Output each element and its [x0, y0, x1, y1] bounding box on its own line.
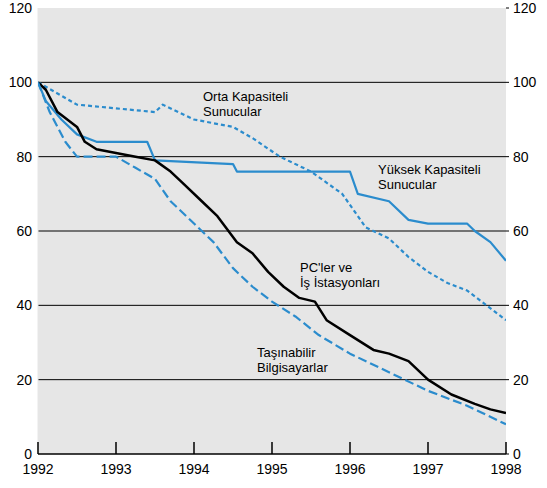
chart: 0 20 40 60 80 100 120 0 20 40 60 80 100 120 1992 1993 19… — [0, 0, 547, 488]
series-label-line: Sunucular — [378, 177, 437, 192]
y2-tick-label: 20 — [513, 372, 529, 388]
y-tick-label: 20 — [16, 372, 32, 388]
x-tick-label: 1994 — [178, 461, 209, 477]
x-tick — [505, 442, 507, 454]
series-line — [38, 82, 506, 260]
y-tick-label: 80 — [16, 149, 32, 165]
y-tick-label: 100 — [9, 74, 33, 90]
y-tick-label: 60 — [16, 223, 32, 239]
series-label-line: İş İstasyonları — [300, 275, 380, 290]
grid-line — [38, 231, 506, 232]
y-tick-label: 120 — [9, 0, 33, 16]
x-tick — [349, 442, 351, 454]
x-tick — [115, 442, 117, 454]
y2-tick — [506, 82, 509, 83]
series-label-line: Yüksek Kapasiteli — [378, 162, 481, 177]
x-tick-label: 1996 — [334, 461, 365, 477]
plot-background — [38, 8, 506, 454]
y2-tick — [506, 8, 509, 9]
x-tick — [271, 442, 273, 454]
y2-tick — [506, 379, 509, 380]
x-tick-label: 1993 — [100, 461, 131, 477]
series-line — [38, 82, 506, 413]
series-label-line: Sunucular — [203, 104, 262, 119]
grid-line — [38, 82, 506, 83]
grid-line — [38, 156, 506, 157]
series-group — [38, 82, 506, 424]
series-label: Yüksek KapasiteliSunucular — [378, 162, 481, 192]
series-label: TaşınabilirBilgisayarlar — [257, 345, 328, 375]
y2-tick-label: 80 — [513, 149, 529, 165]
series-label-line: Taşınabilir — [257, 345, 316, 360]
x-tick — [37, 442, 39, 454]
x-tick — [193, 442, 195, 454]
y2-tick-label: 100 — [513, 74, 537, 90]
y2-tick — [506, 305, 509, 306]
y2-tick-label: 40 — [513, 297, 529, 313]
y-tick-label: 0 — [24, 446, 32, 462]
x-tick-label: 1995 — [256, 461, 287, 477]
series-label: PC'ler veİş İstasyonları — [300, 260, 380, 290]
x-tick-label: 1998 — [490, 461, 521, 477]
y-tick-label: 40 — [16, 297, 32, 313]
x-tick-label: 1997 — [412, 461, 443, 477]
x-tick — [427, 442, 429, 454]
y2-tick-label: 120 — [513, 0, 537, 16]
x-tick-label: 1992 — [22, 461, 53, 477]
y2-tick-label: 60 — [513, 223, 529, 239]
series-label-line: Bilgisayarlar — [257, 360, 328, 375]
series-line — [38, 82, 506, 320]
series-line — [38, 82, 506, 424]
y2-tick — [506, 231, 509, 232]
y-axis-line — [38, 8, 39, 454]
series-label-line: Orta Kapasiteli — [203, 89, 288, 104]
grid-line — [38, 379, 506, 380]
series-label-line: PC'ler ve — [300, 260, 352, 275]
series-label: Orta KapasiteliSunucular — [203, 89, 288, 119]
y2-tick-label: 0 — [513, 446, 521, 462]
grid-line — [38, 305, 506, 306]
y2-tick — [506, 156, 509, 157]
